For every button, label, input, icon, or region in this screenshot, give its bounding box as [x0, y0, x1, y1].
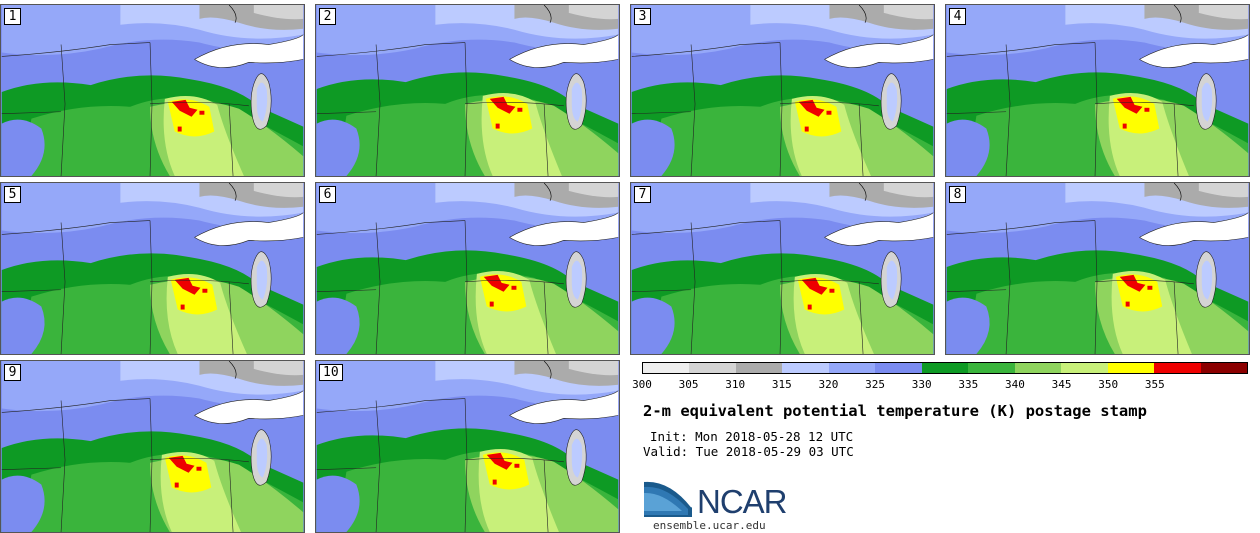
colorbar-tick-label: 355 — [1144, 378, 1165, 391]
colorbar-segment — [1200, 363, 1248, 373]
panel-label: 5 — [4, 186, 21, 203]
colorbar-ticks: 300 305 310 315 320 325 330 335 340 345 350 355 — [632, 378, 1248, 392]
panel-4: 4 — [945, 4, 1250, 177]
map-7 — [631, 183, 934, 354]
panel-8: 8 — [945, 182, 1250, 355]
map-8 — [946, 183, 1249, 354]
colorbar-tick-label: 350 — [1098, 378, 1119, 391]
panel-10: 10 — [315, 360, 620, 533]
panel-label: 4 — [949, 8, 966, 25]
colorbar-segment — [875, 363, 922, 373]
panel-3: 3 — [630, 4, 935, 177]
panel-label: 8 — [949, 186, 966, 203]
panel-label: 2 — [319, 8, 336, 25]
colorbar-tick-label: 340 — [1004, 378, 1025, 391]
colorbar-segment — [921, 363, 969, 373]
colorbar-segment — [968, 363, 1015, 373]
colorbar-segment — [828, 363, 876, 373]
colorbar-segment — [1107, 363, 1155, 373]
map-10 — [316, 361, 619, 532]
colorbar-segment — [1154, 363, 1201, 373]
colorbar-tick-label: 310 — [725, 378, 746, 391]
colorbar-tick-label: 345 — [1051, 378, 1072, 391]
colorbar-segment — [1061, 363, 1108, 373]
panel-7: 7 — [630, 182, 935, 355]
init-time: Init: Mon 2018-05-28 12 UTC — [650, 429, 854, 444]
map-4 — [946, 5, 1249, 176]
figure-title: 2-m equivalent potential temperature (K)… — [643, 402, 1147, 420]
panel-6: 6 — [315, 182, 620, 355]
panel-label: 3 — [634, 8, 651, 25]
colorbar — [642, 362, 1248, 374]
colorbar-tick-label: 305 — [678, 378, 699, 391]
colorbar-tick-label: 320 — [818, 378, 839, 391]
panel-label: 10 — [319, 364, 343, 381]
map-2 — [316, 5, 619, 176]
panel-label: 1 — [4, 8, 21, 25]
colorbar-tick-label: 330 — [911, 378, 932, 391]
colorbar-segment — [782, 363, 829, 373]
site-url[interactable]: ensemble.ucar.edu — [653, 519, 766, 532]
panel-9: 9 — [0, 360, 305, 533]
colorbar-tick-label: 315 — [771, 378, 792, 391]
map-6 — [316, 183, 619, 354]
colorbar-segment — [1014, 363, 1062, 373]
colorbar-tick-label: 335 — [958, 378, 979, 391]
panel-label: 6 — [319, 186, 336, 203]
colorbar-segment — [689, 363, 736, 373]
valid-time: Valid: Tue 2018-05-29 03 UTC — [643, 444, 854, 459]
panel-5: 5 — [0, 182, 305, 355]
ncar-logo-icon[interactable] — [642, 477, 792, 519]
map-9 — [1, 361, 304, 532]
panel-label: 7 — [634, 186, 651, 203]
colorbar-segment — [643, 363, 690, 373]
map-3 — [631, 5, 934, 176]
panel-label: 9 — [4, 364, 21, 381]
colorbar-segment — [735, 363, 783, 373]
panel-1: 1 — [0, 4, 305, 177]
ncar-logo-text: NCAR — [697, 483, 788, 520]
colorbar-tick-label: 325 — [865, 378, 885, 391]
map-5 — [1, 183, 304, 354]
panel-2: 2 — [315, 4, 620, 177]
map-1 — [1, 5, 304, 176]
colorbar-tick-label: 300 — [632, 378, 652, 391]
